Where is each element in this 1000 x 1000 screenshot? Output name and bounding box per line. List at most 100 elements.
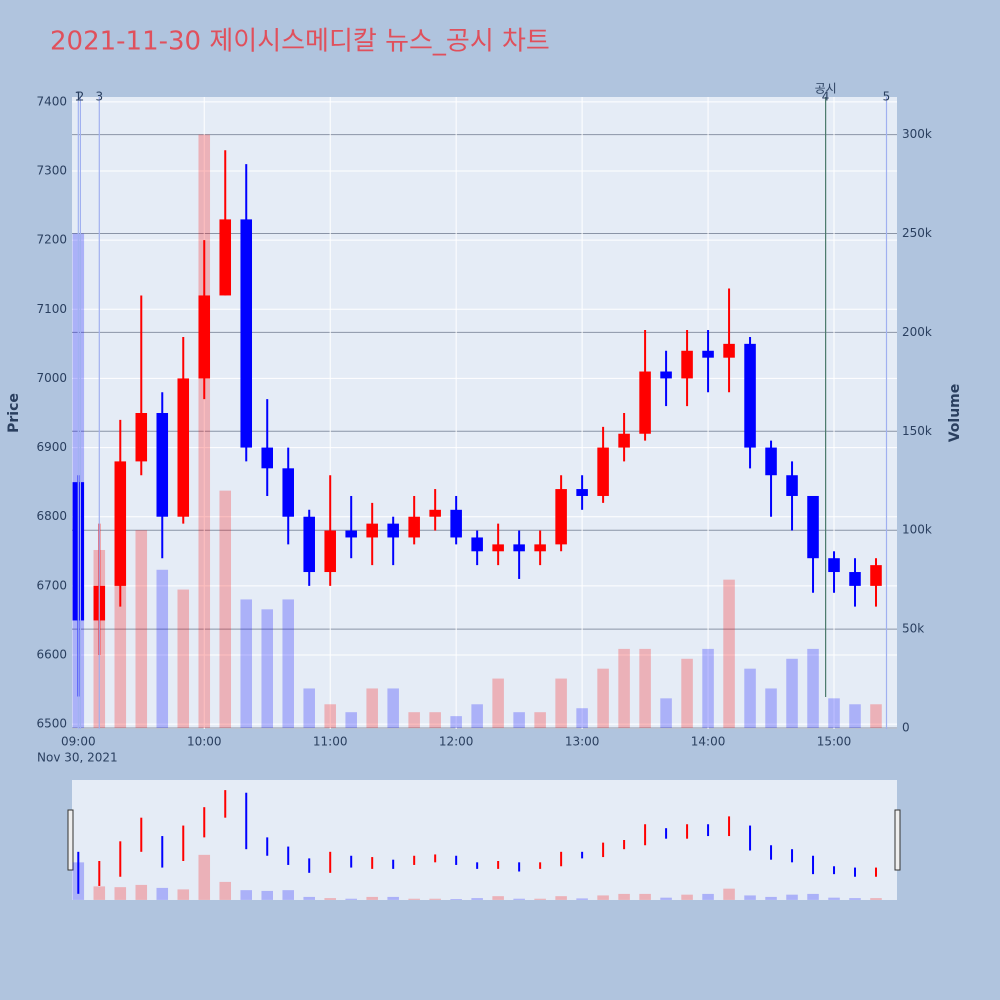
candle-body [513,544,525,552]
slider-volume-bar [765,896,777,900]
slider-volume-bar [639,893,651,900]
candle-body [681,350,693,379]
volume-bar [240,599,253,729]
slider-volume-bar [93,886,106,900]
candle-body [282,468,294,517]
candle-body [471,537,483,552]
y-tick-label: 7200 [36,233,67,247]
x-tick-label: 09:00 [61,735,96,749]
volume-bar [324,704,336,729]
candle-body [576,489,588,496]
y2-tick-label: 0 [902,721,910,735]
slider-volume-bar [702,893,714,900]
event-label: 3 [95,90,103,104]
y2-tick-label: 150k [902,424,932,438]
candle-body [387,523,399,538]
slider-volume-bar [576,898,588,900]
slider-volume-bar [660,897,672,900]
volume-bar [471,704,483,729]
volume-bar [828,698,840,729]
candle-body [450,509,462,538]
slider-volume-bar [723,888,735,900]
y-axis-title: Price [6,393,22,433]
slider-volume-bar [219,881,232,900]
y-tick-label: 7100 [36,302,67,316]
volume-bar [786,658,798,729]
candle-body [345,530,357,538]
volume-bar [177,589,190,729]
slider-volume-bar [681,894,693,900]
candle-body [828,558,840,573]
volume-bar [618,648,630,729]
volume-bar [765,688,777,729]
slider-volume-bar [303,896,315,900]
x-date-label: Nov 30, 2021 [37,751,118,765]
candle-body [660,371,672,379]
volume-bar [345,712,357,729]
y-tick-label: 6800 [36,509,67,523]
volume-bar [366,688,378,729]
event-label: 2 [77,90,85,104]
volume-bar [408,712,420,729]
slider-volume-bar [177,889,190,900]
y2-tick-label: 200k [902,325,932,339]
volume-bar [219,490,232,729]
slider-volume-bar [471,898,483,900]
volume-bar [849,704,861,729]
volume-bar [387,688,399,729]
y2-tick-label: 50k [902,622,924,636]
candle-body [618,433,630,448]
range-slider[interactable] [72,780,897,900]
y-tick-label: 7400 [36,94,67,108]
slider-volume-bar [450,899,462,900]
volume-bar [492,678,504,729]
volume-bar [576,708,588,729]
candle-body [597,447,609,496]
volume-bar [639,648,651,729]
slider-volume-bar [870,898,882,900]
candle-body [492,544,504,552]
chart-title: 2021-11-30 제이시스메디칼 뉴스_공시 차트 [50,27,550,57]
volume-bar [870,704,882,729]
y-tick-label: 7000 [36,371,67,385]
slider-handle[interactable] [67,809,74,871]
event-label: 5 [883,90,891,104]
candle-body [555,489,567,545]
volume-bar [660,698,672,729]
volume-bar [429,712,441,729]
candle-body [765,447,777,476]
x-tick-label: 14:00 [691,735,726,749]
slider-volume-bar [513,898,525,900]
slider-volume-bar [849,898,861,900]
volume-bar [282,599,294,729]
volume-bar [597,668,609,729]
slider-volume-bar [135,884,148,900]
candle-body [849,572,861,586]
volume-bar [702,648,714,729]
slider-volume-bar [744,895,756,900]
volume-bar [681,658,693,729]
y2-axis-title: Volume [947,384,963,443]
volume-bar [198,134,211,729]
x-tick-label: 15:00 [817,735,852,749]
candle-body [261,447,274,469]
candle-body [324,530,336,573]
candle-body [156,413,169,517]
slider-volume-bar [786,894,798,900]
candle-body [198,295,211,379]
slider-volume-bar [345,898,357,900]
slider-volume-bar [429,898,441,900]
slider-volume-bar [240,890,253,900]
plot-area [72,97,897,729]
slider-volume-bar [366,896,378,900]
candle-body [702,350,714,358]
slider-volume-bar [555,896,567,900]
volume-bar [261,609,274,729]
slider-handle[interactable] [894,809,901,871]
x-tick-label: 13:00 [565,735,600,749]
candle-body [786,475,798,496]
x-tick-label: 12:00 [439,735,474,749]
event-label: 1 [74,90,82,104]
event-annotation: 공시 [815,82,837,96]
event-label: 4 [822,90,830,104]
